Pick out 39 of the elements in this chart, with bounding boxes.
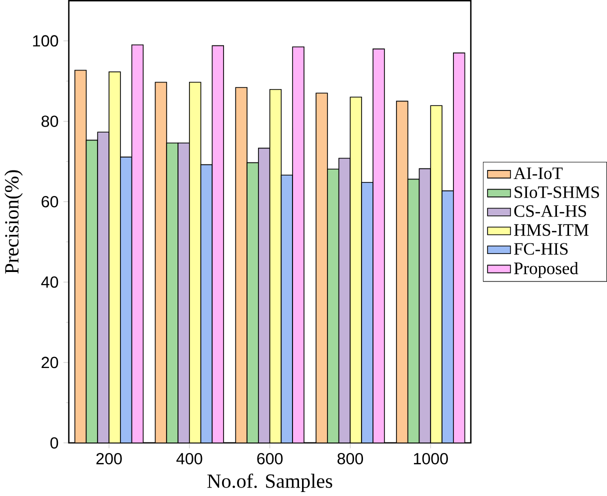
x-tick-label: 800	[338, 452, 364, 464]
legend-label: SIoT-SHMS	[514, 186, 599, 198]
y-tick-label: 100	[33, 34, 58, 46]
bar	[246, 162, 259, 443]
bar	[108, 71, 121, 443]
bar	[97, 131, 110, 443]
x-tick-label: 400	[176, 452, 202, 464]
y-tick-label: 0	[50, 436, 58, 448]
bar	[350, 96, 362, 443]
bar	[154, 82, 168, 443]
bar	[258, 148, 270, 443]
bar	[338, 158, 351, 443]
bar	[235, 86, 248, 443]
bar	[316, 92, 328, 443]
x-axis-title: No.of. Samples	[207, 473, 332, 492]
legend-label: FC-HIS	[514, 242, 568, 255]
bar	[327, 168, 340, 443]
bar	[189, 82, 202, 443]
bar	[407, 178, 420, 443]
bar	[74, 70, 87, 443]
x-tick-label: 200	[96, 452, 122, 464]
bar	[418, 168, 432, 443]
legend-label: HMS-ITM	[514, 224, 589, 236]
y-tick-label: 60	[42, 196, 58, 208]
y-tick-label: 40	[41, 276, 58, 288]
y-tick-label: 80	[42, 115, 58, 127]
legend-label: CS-AI-HS	[514, 205, 586, 217]
bar	[166, 142, 178, 443]
legend-label: AI-IoT	[514, 167, 563, 179]
bar	[178, 142, 190, 443]
y-axis-title: Precision(%)	[4, 170, 23, 274]
bar	[86, 140, 98, 443]
bar	[269, 88, 282, 443]
y-tick-label: 20	[42, 356, 58, 368]
bar	[430, 104, 442, 443]
bar	[396, 100, 408, 443]
x-tick-label: 1000	[414, 452, 448, 464]
x-tick-label: 600	[257, 452, 283, 464]
legend-label: Proposed	[514, 262, 578, 278]
